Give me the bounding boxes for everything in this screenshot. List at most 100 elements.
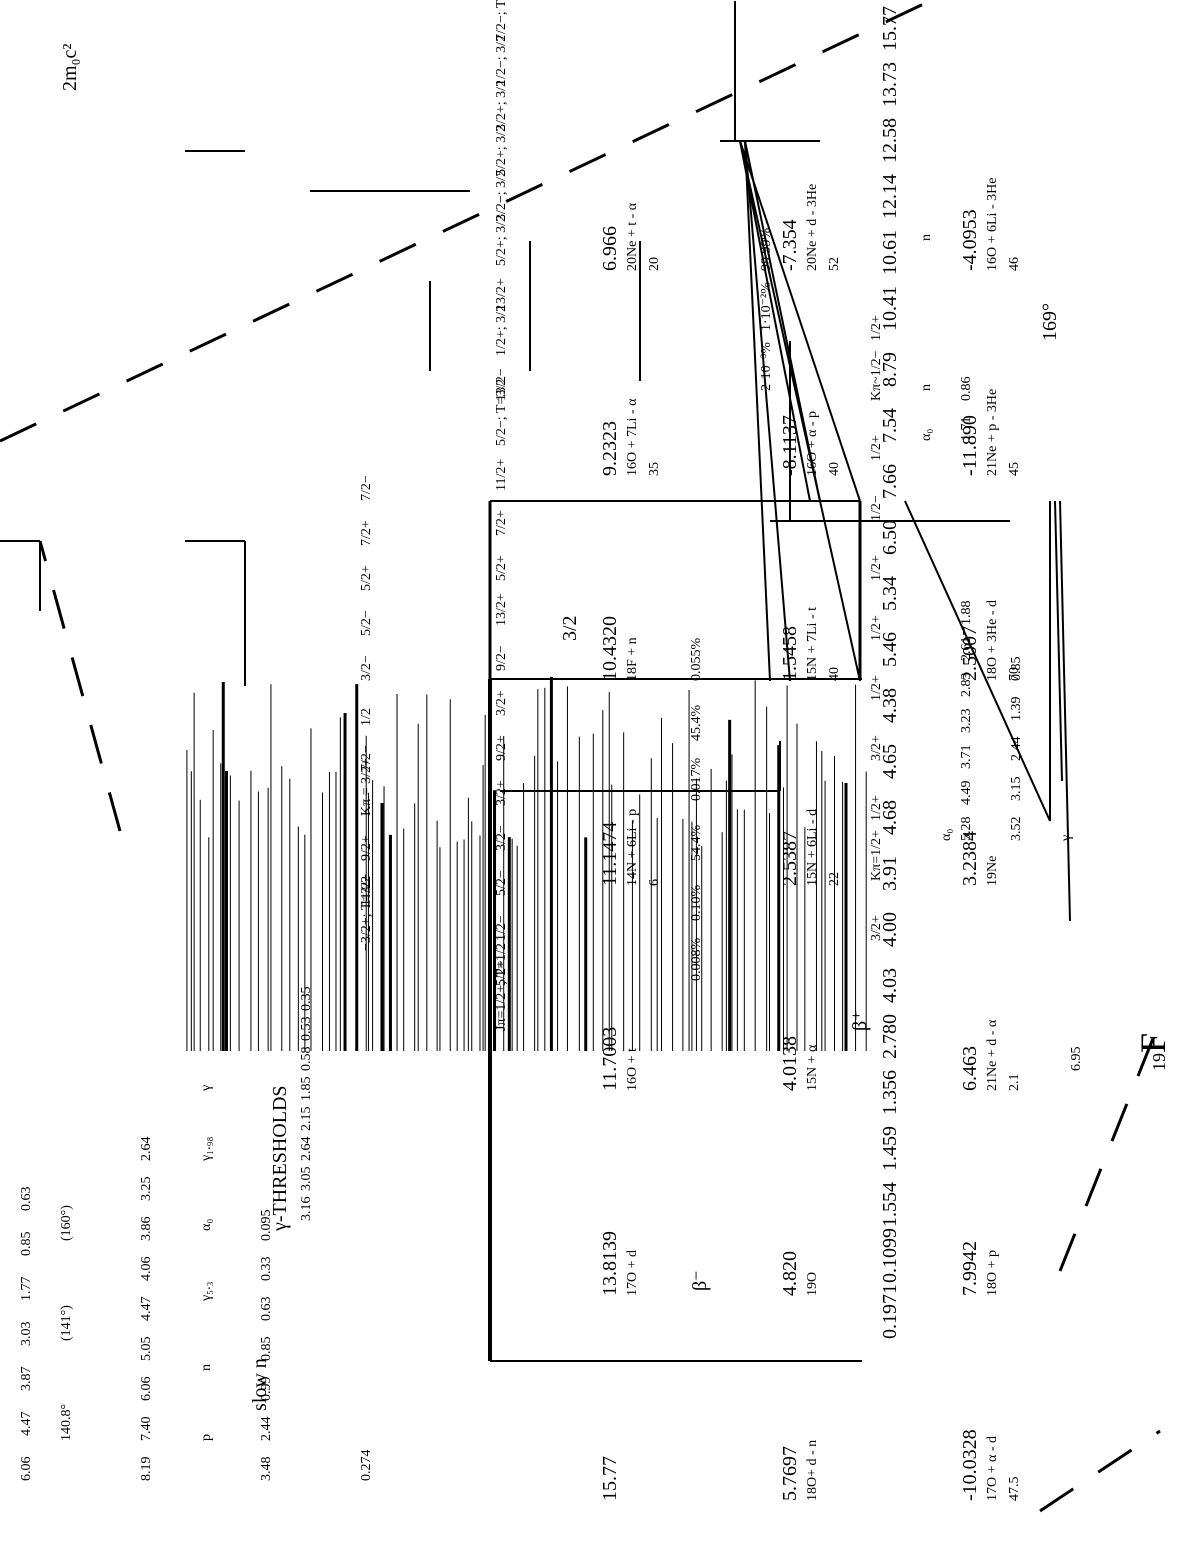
- alpha-tick: 2.83: [959, 672, 974, 698]
- beta-minus-label: β⁻: [689, 1270, 711, 1291]
- threshold-energy: 13.8139: [599, 1231, 621, 1296]
- gamma-threshold-value: 2.64: [299, 1136, 314, 1162]
- p-panel-tick-top: 3.03: [19, 1321, 34, 1347]
- threshold-marker: 47.5: [1007, 1476, 1022, 1502]
- threshold-marker: 6: [647, 879, 662, 886]
- alpha-gamma-tick: 3.52: [1009, 816, 1024, 842]
- t-panel-alpha: α₀: [919, 428, 934, 441]
- p-panel-tick-mid: 3.25: [139, 1176, 154, 1202]
- threshold-energy: 5.7697: [779, 1446, 801, 1501]
- threshold-energy: 6.463: [959, 1046, 981, 1091]
- p-panel-tick-mid: 5.05: [139, 1336, 154, 1362]
- p-panel-tick-mid: 2.64: [139, 1136, 154, 1162]
- threshold-reaction: 21Ne + d - α: [985, 1019, 1000, 1091]
- level-energy: 0.1971: [879, 1284, 901, 1339]
- level-jpi-far: 9/2+: [359, 835, 374, 861]
- threshold-energy: -4.0953: [959, 209, 981, 271]
- p-panel-label: p: [199, 1434, 214, 1441]
- level-jpi-right: 9/2−: [494, 645, 509, 671]
- level-jpi-left: 1/2+: [869, 555, 884, 581]
- level-energy: 6.50: [879, 520, 901, 555]
- beta-minus-branch: 54.4%: [689, 824, 704, 861]
- threshold-reaction: 18F + n: [625, 637, 640, 681]
- beta-minus-branch: 0.055%: [689, 637, 704, 681]
- level-energy: 12.14: [879, 174, 901, 219]
- threshold-marker: 35: [647, 462, 662, 476]
- alpha-gamma-tick: 2.44: [1009, 736, 1024, 762]
- t-panel-tick: 1.71: [959, 416, 974, 442]
- level-jpi-right: 1/2−; 3/2: [494, 34, 509, 86]
- alpha-panel-alpha: α₀: [939, 828, 954, 841]
- level-jpi-right: Jπ=1/2+; T=1/2: [494, 943, 509, 1031]
- level-energy: 13.73: [879, 62, 901, 107]
- level-jpi-right: 5/2+; 3/2: [494, 214, 509, 266]
- d-panel-n: n: [919, 234, 934, 241]
- p-panel-tick-low: 0.85: [259, 1336, 274, 1362]
- threshold-energy: -7.354: [779, 219, 801, 271]
- threshold-reaction: 15N + 6Li - d: [805, 808, 820, 886]
- level-jpi-far: 5/2+: [359, 565, 374, 591]
- alpha-tick: 5.28: [959, 816, 974, 842]
- threshold-reaction: 19Ne: [985, 855, 1000, 886]
- level-jpi-right: 11/2+: [494, 458, 509, 491]
- threshold-reaction: 15N + 7Li - t: [805, 607, 820, 681]
- p-panel-tick-low: 0.33: [259, 1256, 274, 1282]
- nucleus-symbol: 19F: [1133, 1032, 1173, 1071]
- level-jpi-right: 1/2+; 3/2: [494, 304, 509, 356]
- gamma-threshold-value: 0.35: [299, 986, 314, 1012]
- p-panel-tick-top: 3.87: [19, 1366, 34, 1392]
- p-panel-label: γ₅.₃: [199, 1281, 214, 1301]
- level-jpi-left: 1/2+: [869, 435, 884, 461]
- p-panel-tick-mid: 6.06: [139, 1376, 154, 1402]
- alpha-tick: 3.71: [959, 744, 974, 770]
- threshold-marker: 45: [1007, 462, 1022, 476]
- level-energy: 10.61: [879, 230, 901, 275]
- threshold-energy: 15.77: [599, 1456, 621, 1501]
- gamma-threshold-value: 2.15: [299, 1106, 314, 1132]
- level-jpi-left: 3/2+: [869, 915, 884, 941]
- threshold-marker: 20: [647, 257, 662, 271]
- threshold-reaction: 21Ne + p - 3He: [985, 388, 1000, 476]
- beta-minus-branch: 0.008%: [689, 937, 704, 981]
- threshold-energy: 2.5387: [779, 831, 801, 886]
- p-panel-label: γ₁.₉₈: [199, 1136, 214, 1161]
- level-jpi-far: 11/2−: [359, 873, 374, 906]
- threshold-reaction: 17O + d: [625, 1249, 640, 1296]
- level-jpi-right: 3/2−; 3/2: [494, 169, 509, 221]
- threshold-reaction: 18O + 3He - d: [985, 600, 1000, 681]
- beta-arrows: [739, 140, 1071, 922]
- p-panel-tick-low: 0.095: [259, 1209, 274, 1242]
- level-jpi-left: 1/2+: [869, 315, 884, 341]
- threshold-reaction: 16O + 6Li - 3He: [985, 177, 1000, 271]
- level-jpi-left: 1/2+: [869, 615, 884, 641]
- level-energy: 15.77: [879, 6, 901, 51]
- p-panel-3-2: 3/2: [559, 615, 581, 641]
- threshold-energy: 11.7003: [599, 1026, 621, 1091]
- level-jpi-right: 9/2+: [494, 735, 509, 761]
- alpha-tick: 4.49: [959, 780, 974, 806]
- level-jpi-right: 7/2+: [494, 510, 509, 536]
- beta-plus-branch: 99.99%: [759, 227, 774, 271]
- beta-plus-mc2: 2m₀c²: [59, 43, 81, 91]
- dense-level-lines: [186, 676, 867, 1051]
- beta-minus-branch: 0.017%: [689, 757, 704, 801]
- f19-level-block: [488, 678, 862, 1362]
- level-energy: 12.58: [879, 118, 901, 163]
- gamma-threshold-value: 0.53: [299, 1016, 314, 1042]
- beta-plus-label: β⁺: [849, 1010, 871, 1031]
- level-jpi-left: 1/2−: [869, 495, 884, 521]
- gamma-threshold-value: 3.16: [299, 1196, 314, 1222]
- p-panel-tick-low: 0.63: [259, 1296, 274, 1322]
- level-jpi-left: 1/2+: [869, 675, 884, 701]
- p-panel-tick-low: 2.44: [259, 1416, 274, 1442]
- p-panel-tick-low: 0.99: [259, 1376, 274, 1402]
- p-panel-angle: 140.8°: [59, 1403, 74, 1441]
- t-panel-tick: 0.86: [959, 376, 974, 402]
- threshold-energy: 7.9942: [959, 1241, 981, 1296]
- alpha-panel-gamma: γ: [1059, 834, 1074, 841]
- threshold-lines: [0, 1, 1010, 792]
- level-jpi-right: 5/2+; 3/2: [494, 124, 509, 176]
- level-energy: 2.780: [879, 1014, 901, 1059]
